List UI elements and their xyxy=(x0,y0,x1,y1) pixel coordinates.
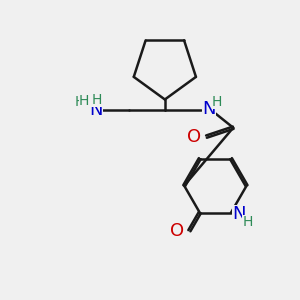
Text: H: H xyxy=(91,95,102,110)
Text: N: N xyxy=(88,100,102,118)
Text: N: N xyxy=(89,101,103,119)
Text: N: N xyxy=(202,100,215,118)
Text: O: O xyxy=(170,222,184,240)
Text: H: H xyxy=(91,93,102,107)
Text: O: O xyxy=(187,128,201,146)
Text: H: H xyxy=(79,94,89,108)
Text: H: H xyxy=(242,214,253,229)
Text: H: H xyxy=(75,95,85,110)
Text: H: H xyxy=(212,95,222,110)
Text: N: N xyxy=(232,205,246,223)
